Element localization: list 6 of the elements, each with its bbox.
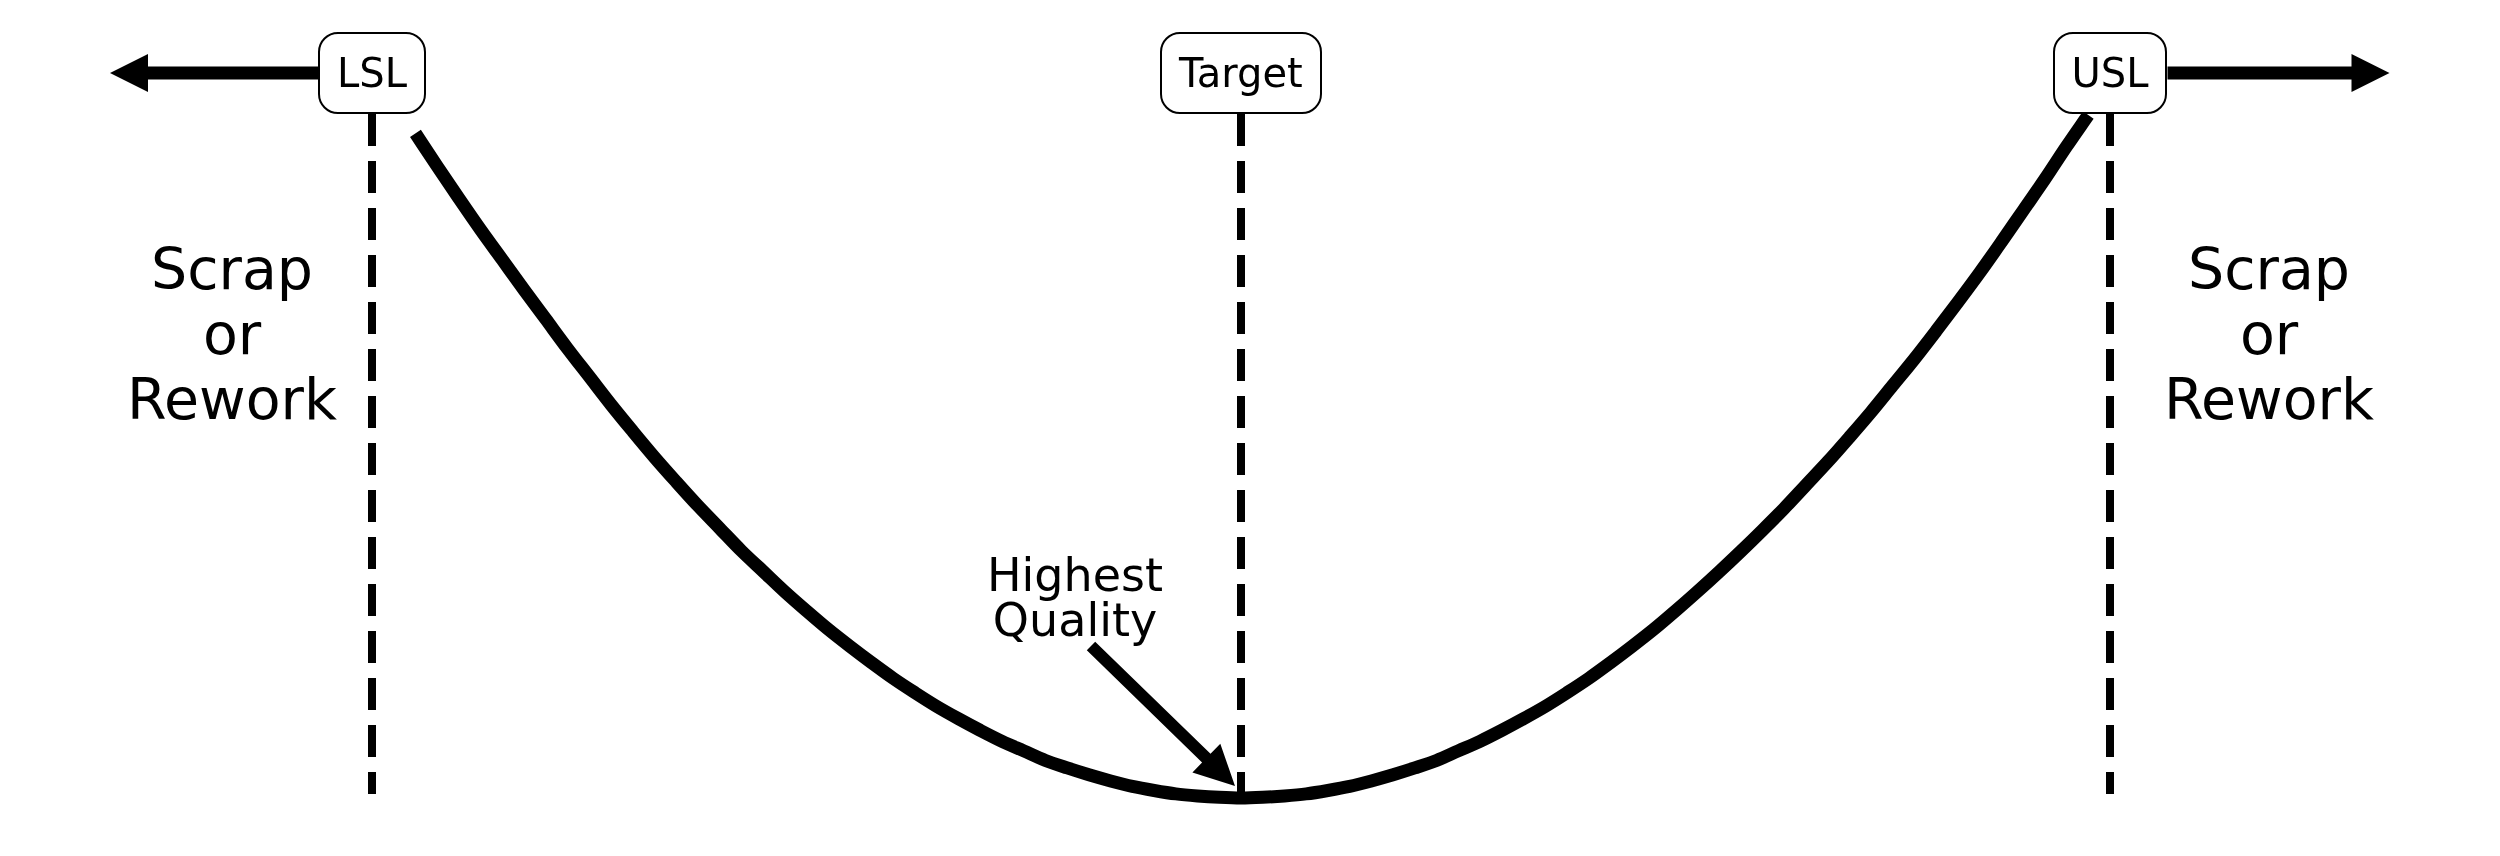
x-tick-label: LSL xyxy=(318,32,426,114)
x-tick-label: Target xyxy=(1160,32,1322,114)
text: Scrap or Rework xyxy=(127,235,338,432)
text: Scrap or Rework xyxy=(2164,235,2375,432)
x-tick-label: USL xyxy=(2052,32,2168,114)
annotation: Highest Quality xyxy=(987,548,1164,647)
